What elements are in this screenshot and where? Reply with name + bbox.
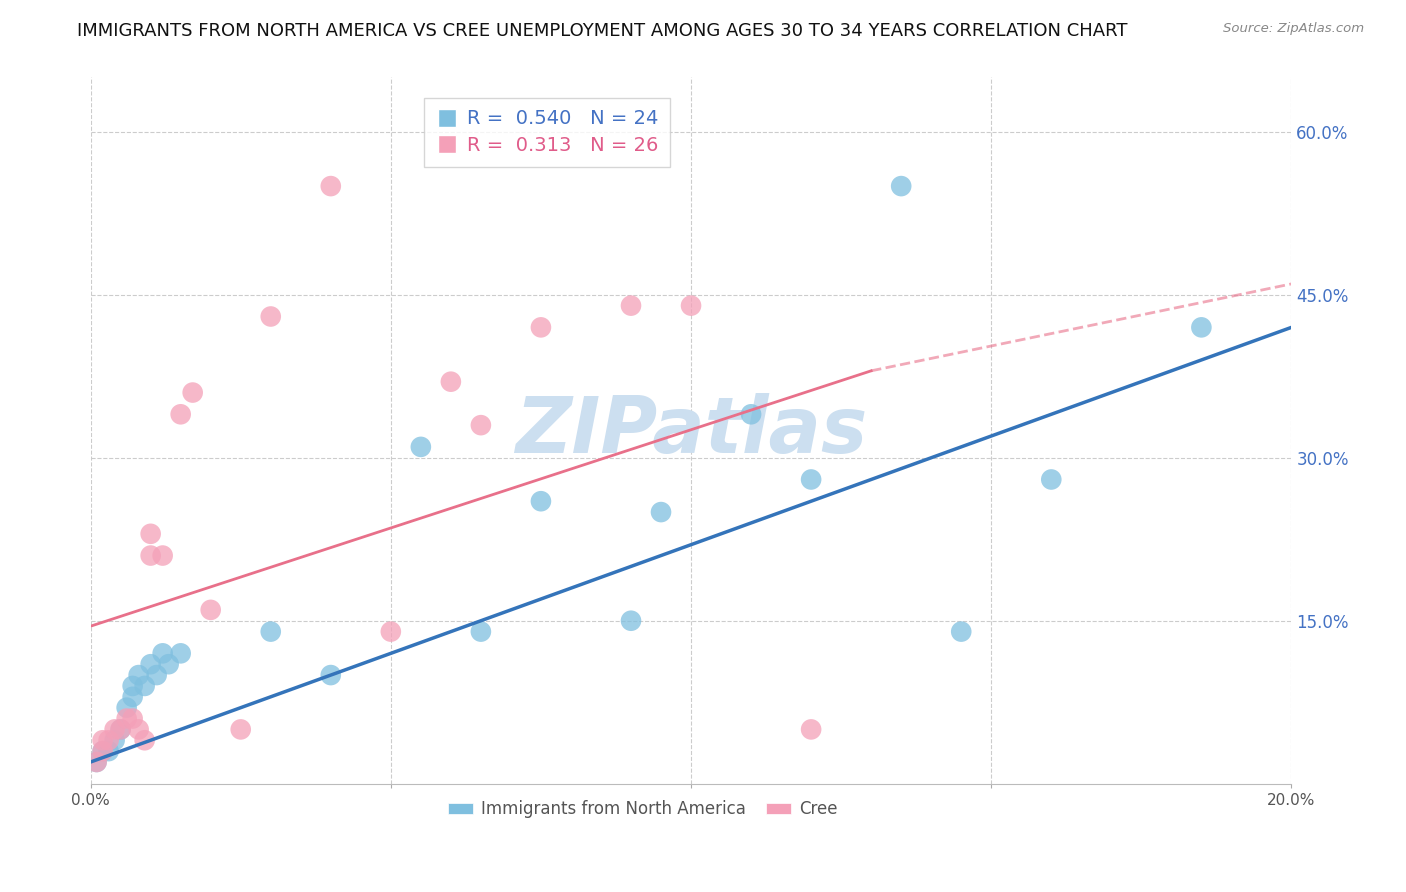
Point	[152, 646, 174, 660]
Point	[97, 744, 120, 758]
Point	[800, 473, 823, 487]
Point	[200, 603, 222, 617]
Point	[134, 733, 156, 747]
Text: ZIPatlas: ZIPatlas	[515, 392, 868, 468]
Point	[97, 733, 120, 747]
Point	[104, 723, 127, 737]
Point	[86, 755, 108, 769]
Point	[86, 755, 108, 769]
Point	[229, 723, 252, 737]
Point	[121, 712, 143, 726]
Point	[115, 712, 138, 726]
Point	[139, 549, 162, 563]
Point	[950, 624, 973, 639]
Point	[260, 310, 283, 324]
Point	[650, 505, 672, 519]
Point	[530, 320, 553, 334]
Point	[110, 723, 132, 737]
Point	[145, 668, 167, 682]
Point	[115, 700, 138, 714]
Point	[530, 494, 553, 508]
Point	[470, 624, 492, 639]
Point	[1040, 473, 1063, 487]
Point	[170, 407, 193, 421]
Point	[152, 549, 174, 563]
Point	[91, 733, 114, 747]
Point	[139, 657, 162, 672]
Legend: Immigrants from North America, Cree: Immigrants from North America, Cree	[441, 794, 845, 825]
Point	[170, 646, 193, 660]
Point	[91, 744, 114, 758]
Point	[134, 679, 156, 693]
Point	[470, 418, 492, 433]
Point	[121, 690, 143, 704]
Point	[380, 624, 402, 639]
Point	[620, 299, 643, 313]
Point	[128, 723, 150, 737]
Point	[620, 614, 643, 628]
Point	[319, 179, 342, 194]
Point	[679, 299, 702, 313]
Point	[128, 668, 150, 682]
Text: Source: ZipAtlas.com: Source: ZipAtlas.com	[1223, 22, 1364, 36]
Point	[409, 440, 432, 454]
Point	[121, 679, 143, 693]
Point	[157, 657, 180, 672]
Point	[139, 526, 162, 541]
Point	[260, 624, 283, 639]
Text: IMMIGRANTS FROM NORTH AMERICA VS CREE UNEMPLOYMENT AMONG AGES 30 TO 34 YEARS COR: IMMIGRANTS FROM NORTH AMERICA VS CREE UN…	[77, 22, 1128, 40]
Point	[440, 375, 463, 389]
Point	[740, 407, 762, 421]
Point	[91, 744, 114, 758]
Point	[181, 385, 204, 400]
Point	[104, 733, 127, 747]
Point	[890, 179, 912, 194]
Point	[319, 668, 342, 682]
Point	[800, 723, 823, 737]
Point	[1189, 320, 1212, 334]
Point	[110, 723, 132, 737]
